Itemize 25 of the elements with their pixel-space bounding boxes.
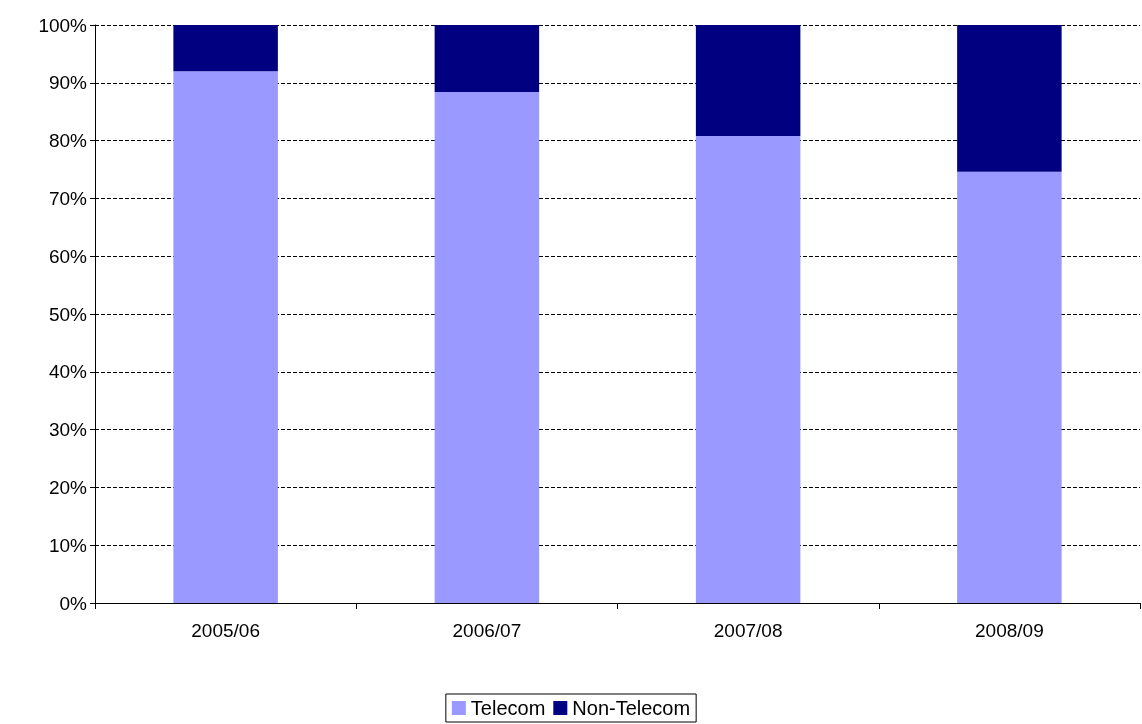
y-tick-label: 40% <box>48 361 88 383</box>
legend-label: Non-Telecom <box>572 697 691 719</box>
y-tick-label: 80% <box>48 130 88 152</box>
bar <box>434 92 540 603</box>
y-tick-label: 30% <box>48 419 88 441</box>
y-tick-label: 50% <box>48 303 88 325</box>
y-tick-label: 100% <box>38 14 88 36</box>
bar <box>173 25 278 72</box>
x-tick-label: 2005/06 <box>191 620 260 641</box>
y-tick-label: 60% <box>48 245 88 267</box>
y-tick-label: 70% <box>48 187 88 209</box>
bar <box>434 25 540 93</box>
bar <box>173 71 278 603</box>
x-tick-label: 2006/07 <box>452 620 522 641</box>
y-tick-label: 10% <box>48 534 88 556</box>
x-tick-label: 2008/09 <box>975 620 1044 641</box>
y-tick-label: 20% <box>48 476 88 498</box>
y-tick-label: 0% <box>59 592 88 614</box>
bar <box>695 25 801 136</box>
bar <box>957 171 1062 603</box>
x-tick-label: 2007/08 <box>713 620 783 641</box>
legend-label: Telecom <box>470 697 546 719</box>
bar <box>957 25 1062 172</box>
y-tick-label: 90% <box>48 72 88 94</box>
bar <box>695 135 801 603</box>
